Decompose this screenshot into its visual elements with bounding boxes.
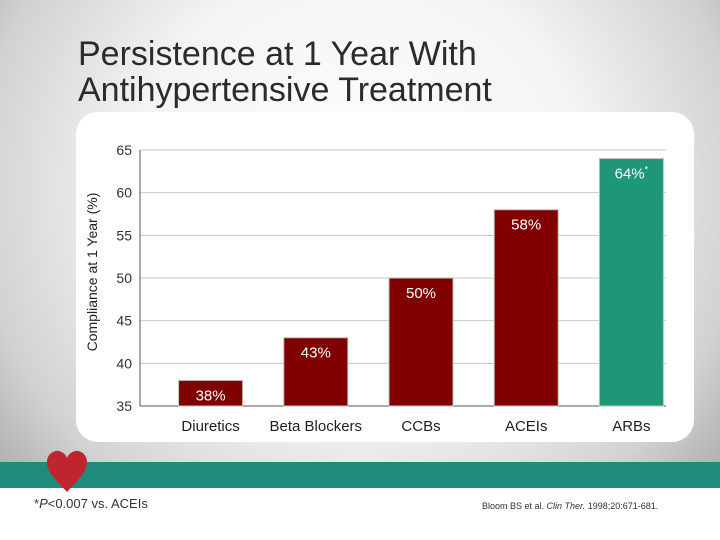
- bottom-teal-bar: [0, 462, 720, 488]
- y-tick-label: 35: [116, 398, 132, 414]
- y-tick-label: 50: [116, 270, 132, 286]
- data-label: 50%: [406, 285, 436, 302]
- title-line-2: Antihypertensive Treatment: [78, 71, 492, 109]
- x-category-label: CCBs: [401, 418, 440, 435]
- y-tick-label: 40: [116, 355, 132, 371]
- footnote: *P<0.007 vs. ACEIs: [34, 496, 148, 511]
- data-label: 58%: [511, 217, 541, 234]
- slide-title: Persistence at 1 Year With Antihypertens…: [78, 36, 678, 108]
- citation-rest: 1998;20:671-681.: [585, 501, 659, 511]
- y-tick-label: 55: [116, 227, 132, 243]
- footnote-p: P: [39, 496, 48, 511]
- bar-aceis: [493, 209, 559, 407]
- x-category-label: ARBs: [612, 418, 650, 435]
- title-line-1: Persistence at 1 Year With: [78, 35, 477, 73]
- data-label: 43%: [301, 345, 331, 362]
- heart-logo-icon: [47, 450, 87, 492]
- x-category-label: Diuretics: [181, 418, 239, 435]
- significance-asterisk: *: [645, 165, 649, 175]
- citation-authors: Bloom BS et al.: [482, 501, 547, 511]
- citation: Bloom BS et al. Clin Ther. 1998;20:671-6…: [482, 501, 658, 511]
- footnote-text: <0.007 vs. ACEIs: [47, 496, 148, 511]
- y-tick-label: 45: [116, 313, 132, 329]
- bar-arbs: [598, 158, 664, 407]
- bar-beta-blockers: [283, 337, 349, 407]
- citation-journal: Clin Ther.: [546, 501, 586, 511]
- data-label: 38%: [196, 387, 226, 404]
- data-label: 64%*: [615, 165, 649, 183]
- y-tick-label: 60: [116, 185, 132, 201]
- y-axis-label: Compliance at 1 Year (%): [84, 193, 100, 352]
- bar-ccbs: [388, 277, 454, 407]
- y-tick-label: 65: [116, 142, 132, 158]
- x-category-label: Beta Blockers: [270, 418, 363, 435]
- x-category-label: ACEIs: [505, 418, 548, 435]
- bottom-strip: [0, 488, 720, 540]
- bar-diuretics: [178, 379, 244, 407]
- footnote-prefix: *: [34, 496, 40, 511]
